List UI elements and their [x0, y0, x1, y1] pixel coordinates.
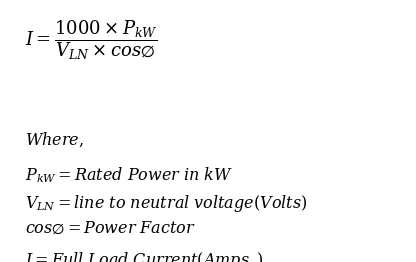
Text: $\mathit{I} = \mathit{Full\ Load\ Current(Amps.)}$: $\mathit{I} = \mathit{Full\ Load\ Curren… — [25, 250, 263, 262]
Text: $\mathit{I} = \dfrac{1000 \times \mathit{P}_{kW}}{\mathit{V}_{LN} \times \mathit: $\mathit{I} = \dfrac{1000 \times \mathit… — [25, 18, 158, 62]
Text: $\mathit{Where,}$: $\mathit{Where,}$ — [25, 131, 84, 149]
Text: $\mathit{V}_{LN} = \mathit{line\ to\ neutral\ voltage(Volts)}$: $\mathit{V}_{LN} = \mathit{line\ to\ neu… — [25, 193, 307, 214]
Text: $\mathit{P}_{kW} = \mathit{Rated\ Power\ in\ kW}$: $\mathit{P}_{kW} = \mathit{Rated\ Power\… — [25, 165, 233, 185]
Text: $\mathit{cos\emptyset} = \mathit{Power\ Factor}$: $\mathit{cos\emptyset} = \mathit{Power\ … — [25, 220, 196, 236]
